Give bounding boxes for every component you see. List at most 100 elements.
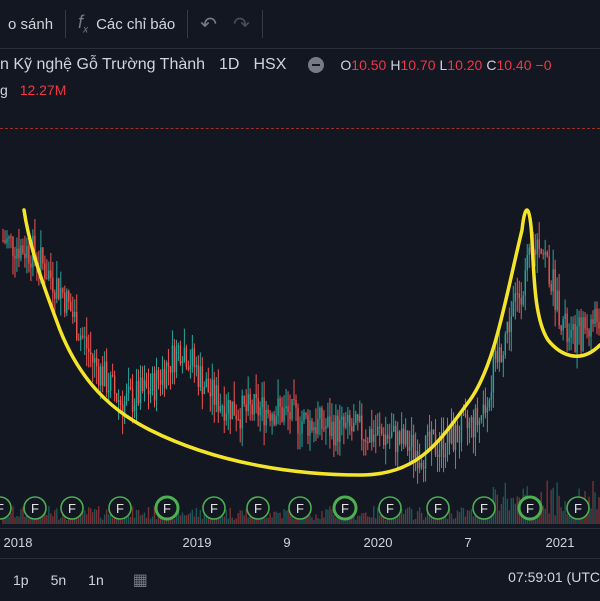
- candle-body: [560, 325, 562, 331]
- volume-bar: [147, 507, 150, 524]
- calendar-range-icon[interactable]: ▦: [132, 572, 148, 589]
- candle-body: [131, 388, 134, 412]
- candle-body: [12, 237, 14, 256]
- candle-body: [161, 369, 164, 385]
- candle-body: [389, 436, 391, 439]
- candle-body: [564, 313, 566, 320]
- event-marker[interactable]: F: [378, 496, 402, 520]
- event-marker[interactable]: F: [23, 496, 47, 520]
- candle-body: [48, 270, 50, 280]
- candle-body: [534, 249, 536, 255]
- volume-bar: [331, 509, 333, 524]
- candle-body: [129, 386, 132, 389]
- undo-icon[interactable]: ↶: [200, 13, 218, 36]
- volume-bar: [143, 512, 146, 524]
- bottom-toolbar: 1p 5n 1n ▦ 07:59:01 (UTC: [0, 558, 600, 601]
- volume-bar: [205, 513, 208, 524]
- candle-body: [247, 394, 249, 412]
- candle-body: [456, 424, 459, 443]
- ohlc-close: C10.40: [486, 57, 532, 73]
- volume-bar: [576, 518, 578, 524]
- volume-bar: [241, 510, 243, 524]
- candle-body: [95, 357, 98, 367]
- candle-body: [84, 336, 86, 338]
- event-marker[interactable]: F: [154, 495, 180, 521]
- volume-bar: [265, 517, 267, 524]
- volume-bar: [325, 509, 327, 524]
- candle-body: [522, 295, 524, 305]
- volume-bar: [2, 516, 4, 524]
- candle-body: [357, 414, 359, 422]
- candle-body: [297, 407, 299, 434]
- event-marker[interactable]: F: [288, 496, 312, 520]
- volume-bar: [153, 506, 156, 524]
- candle-body: [74, 311, 76, 317]
- compare-button[interactable]: o sánh: [8, 15, 54, 33]
- volume-bar: [564, 501, 566, 524]
- candle-body: [512, 301, 514, 317]
- volume-bar: [414, 518, 417, 524]
- volume-bar: [229, 507, 231, 524]
- volume-bar: [546, 480, 548, 524]
- event-marker[interactable]: F: [332, 495, 358, 521]
- candle-body: [197, 365, 200, 388]
- event-marker-label: F: [296, 501, 304, 516]
- candle-body: [387, 434, 389, 439]
- candle-body: [548, 256, 550, 284]
- interval-label[interactable]: 1D: [219, 56, 240, 73]
- collapse-legend-icon[interactable]: [308, 57, 325, 73]
- redo-icon[interactable]: ↷: [233, 13, 250, 36]
- event-marker[interactable]: F: [108, 496, 132, 520]
- indicators-button[interactable]: fx Các chỉ báo: [70, 0, 183, 48]
- time-axis[interactable]: 2018 2019 9 2020 7 2021: [0, 528, 600, 555]
- candle-body: [64, 292, 66, 313]
- volume-bar: [369, 517, 371, 524]
- candle-body: [155, 370, 158, 401]
- candle-body: [291, 399, 293, 420]
- volume-bar: [474, 509, 477, 524]
- range-1p[interactable]: 1p: [13, 572, 29, 588]
- candle-body: [410, 434, 413, 448]
- volume-bar: [464, 516, 467, 524]
- event-marker-label: F: [163, 501, 171, 516]
- candle-body: [494, 350, 497, 359]
- volume-bar: [91, 512, 94, 524]
- event-marker[interactable]: F: [472, 496, 496, 520]
- event-marker[interactable]: F: [426, 496, 450, 520]
- volume-bar: [357, 515, 359, 524]
- candle-body: [311, 420, 313, 431]
- event-marker[interactable]: F: [60, 496, 84, 520]
- volume-bar: [389, 517, 391, 524]
- volume-bar: [243, 515, 245, 524]
- candle-body: [76, 311, 78, 340]
- candle-body: [598, 321, 600, 329]
- volume-bar: [323, 517, 325, 524]
- price-chart[interactable]: FFFFFFFFFFFFFF: [0, 140, 600, 528]
- utc-clock[interactable]: 07:59:01 (UTC: [508, 569, 600, 585]
- volume-bar: [16, 516, 18, 524]
- range-5n[interactable]: 5n: [50, 572, 67, 588]
- event-marker[interactable]: F: [202, 496, 226, 520]
- event-marker[interactable]: F: [566, 496, 590, 520]
- candle-body: [277, 398, 279, 417]
- event-marker[interactable]: F: [246, 496, 270, 520]
- volume-bar: [363, 513, 365, 524]
- candle-body: [339, 419, 341, 442]
- candle-body: [454, 424, 457, 451]
- event-marker[interactable]: F: [517, 495, 543, 521]
- volume-bar: [550, 489, 552, 524]
- event-marker[interactable]: F: [0, 496, 12, 520]
- event-marker-label: F: [31, 501, 39, 516]
- candle-body: [207, 378, 210, 393]
- volume-bar: [371, 517, 373, 524]
- volume-bar: [321, 511, 323, 524]
- range-1n[interactable]: 1n: [88, 572, 104, 588]
- volume-bar: [418, 507, 421, 524]
- event-marker-label: F: [480, 501, 488, 516]
- candle-body: [414, 450, 417, 459]
- candle-body: [123, 401, 126, 418]
- candle-body: [147, 386, 150, 395]
- volume-bar: [46, 514, 48, 524]
- event-marker-circle: [60, 496, 84, 520]
- candle-body: [259, 407, 261, 416]
